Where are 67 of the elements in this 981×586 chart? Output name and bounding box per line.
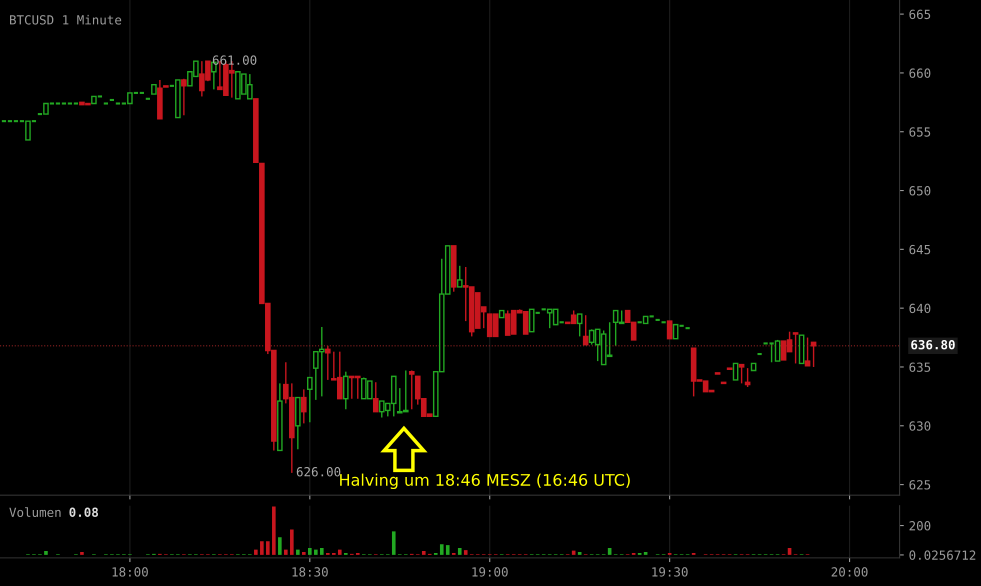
bar <box>296 550 300 555</box>
candlestick <box>792 332 798 364</box>
candlestick <box>151 84 157 95</box>
candlestick <box>325 345 331 381</box>
candlestick <box>456 265 463 288</box>
annotation: 0.08 <box>69 508 98 517</box>
ref-line-label: 636.80 <box>911 340 955 350</box>
bar <box>260 541 264 555</box>
bar <box>320 548 324 555</box>
bar <box>788 548 792 555</box>
bar <box>278 537 282 555</box>
text: BTCUSD 1 Minute <box>10 14 122 25</box>
bar <box>254 550 258 555</box>
candlestick <box>732 362 738 381</box>
y-tick-label: 650 <box>909 186 930 196</box>
candlestick <box>810 342 816 368</box>
candlestick <box>343 370 349 410</box>
y-tick-label: 640 <box>909 304 930 314</box>
bar <box>338 550 342 555</box>
y-tick-label: 655 <box>909 127 930 137</box>
candlestick <box>666 320 672 340</box>
candlestick <box>181 78 187 116</box>
bar <box>440 544 444 555</box>
bar <box>572 550 576 555</box>
bar <box>608 548 612 555</box>
bar <box>284 550 288 555</box>
candlestick <box>744 367 750 388</box>
bar <box>446 545 450 555</box>
y-tick-label: 665 <box>909 10 930 20</box>
candlestick <box>307 376 313 423</box>
candlestick <box>576 313 582 338</box>
bar <box>80 552 84 555</box>
bar <box>302 552 306 555</box>
bar <box>464 550 468 555</box>
x-tick-label: 18:00 <box>112 567 148 577</box>
bar <box>644 552 648 555</box>
x-tick-label: 18:30 <box>292 567 328 577</box>
y-tick-label: 200 <box>910 521 930 531</box>
candlestick <box>301 388 307 424</box>
bar <box>44 550 48 555</box>
y-tick-label: 645 <box>909 244 930 254</box>
bar <box>422 550 426 555</box>
x-tick-label: 19:00 <box>472 567 508 577</box>
candlestick <box>738 364 744 384</box>
candlestick <box>582 314 588 346</box>
annotation: 626.00 <box>296 467 340 476</box>
bar <box>578 552 582 555</box>
y-tick-label: 0.0256712 <box>909 550 976 560</box>
y-tick-label: 630 <box>909 421 930 431</box>
annotation: Halving um 18:46 MESZ (16:46 UTC) <box>340 474 630 490</box>
bar <box>290 530 294 555</box>
x-tick-label: 20:00 <box>832 567 868 577</box>
candlestick <box>372 382 379 412</box>
chart-title: Volumen <box>9 507 61 518</box>
x-tick-label: 19:30 <box>652 567 688 577</box>
bar <box>392 531 396 555</box>
candlestick <box>408 370 415 410</box>
bar <box>272 506 276 555</box>
bar <box>314 550 318 555</box>
bar <box>308 548 312 555</box>
annotation: 661.00 <box>212 55 256 65</box>
y-tick-label: 625 <box>909 480 930 490</box>
candlestick <box>804 336 810 366</box>
bar <box>266 541 270 555</box>
bar <box>458 548 462 555</box>
y-tick-label: 635 <box>909 362 930 372</box>
y-tick-label: 660 <box>909 68 930 78</box>
